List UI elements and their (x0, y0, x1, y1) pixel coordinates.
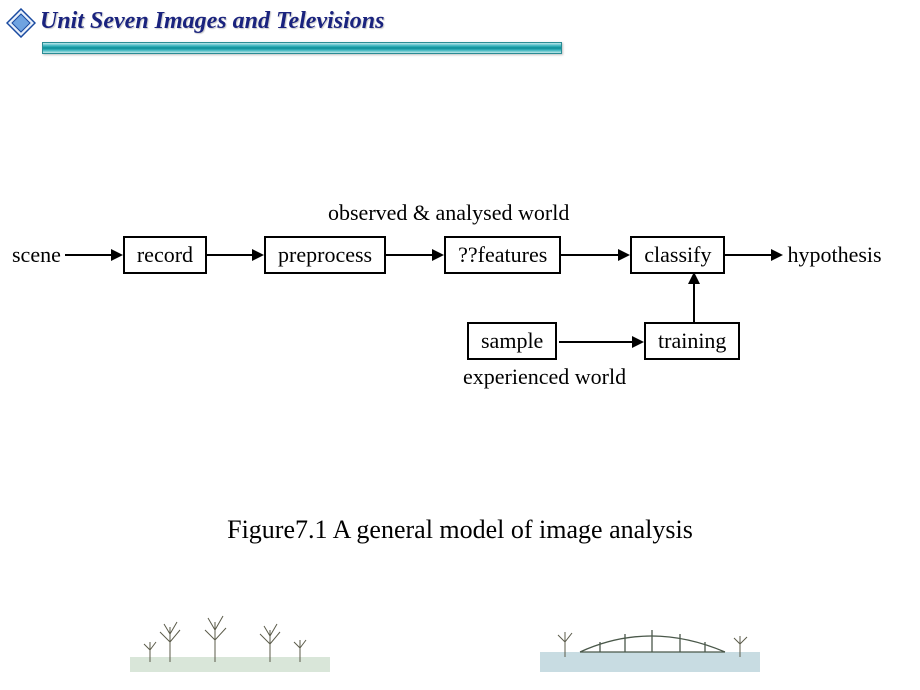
figure-caption: Figure7.1 A general model of image analy… (0, 515, 920, 545)
arrow-right-icon (725, 245, 783, 265)
arrow-right-icon (65, 245, 123, 265)
decorative-trees-icon (130, 602, 330, 672)
node-training: training (644, 322, 740, 360)
arrow-up-icon (684, 272, 704, 322)
node-preprocess: preprocess (264, 236, 386, 274)
header-divider (42, 42, 562, 54)
top-annotation: observed & analysed world (328, 200, 569, 226)
diamond-bullet-icon (6, 8, 36, 38)
arrow-right-icon (561, 245, 630, 265)
node-record: record (123, 236, 207, 274)
arrow-right-icon (207, 245, 264, 265)
node-features: ??features (444, 236, 561, 274)
slide-title: Unit Seven Images and Televisions (40, 8, 920, 35)
bottom-annotation: experienced world (463, 364, 626, 390)
arrow-right-icon (386, 245, 444, 265)
arrow-right-icon (559, 332, 644, 352)
slide-header: Unit Seven Images and Televisions (0, 0, 920, 50)
decorative-bridge-icon (540, 602, 760, 672)
main-pipeline-row: scene record preprocess ??features class… (8, 236, 912, 274)
node-classify: classify (630, 236, 725, 274)
node-sample: sample (467, 322, 557, 360)
output-label: hypothesis (783, 242, 885, 268)
input-label: scene (8, 242, 65, 268)
